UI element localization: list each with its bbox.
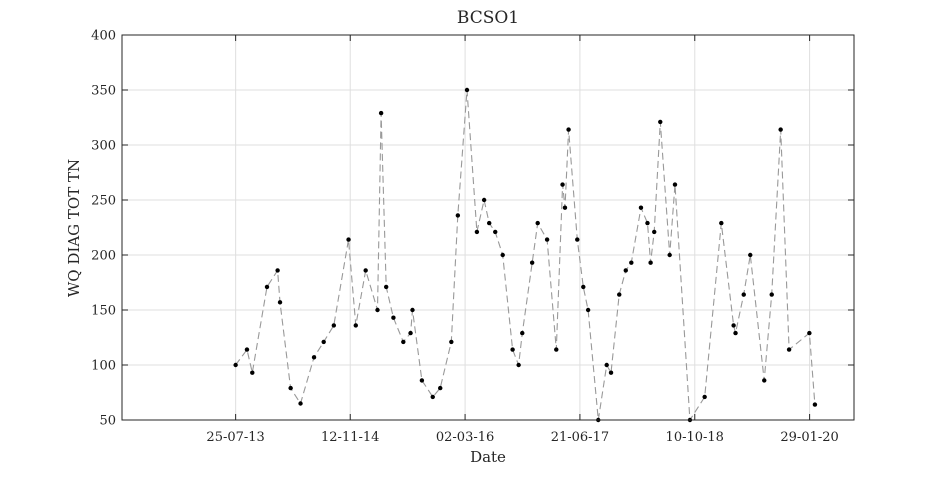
data-point — [535, 220, 540, 226]
y-axis-label: WQ DIAG TOT TN — [65, 159, 83, 297]
data-point — [733, 330, 738, 336]
x-tick-label: 10-10-18 — [666, 430, 724, 445]
data-point — [581, 284, 586, 290]
data-point — [812, 402, 818, 407]
data-point — [401, 339, 406, 345]
data-point — [455, 213, 461, 218]
y-tick-label: 100 — [91, 359, 116, 374]
data-point — [562, 205, 568, 210]
y-tick-label: 350 — [91, 84, 116, 99]
data-point — [604, 362, 609, 368]
x-axis-label: Date — [470, 448, 506, 466]
chart-title: BCSO1 — [457, 8, 519, 28]
data-point — [762, 378, 767, 383]
plot-frame — [121, 34, 855, 421]
data-point — [731, 323, 736, 328]
data-point — [275, 268, 280, 273]
data-point — [719, 220, 724, 226]
data-point — [629, 260, 634, 265]
grid-lines — [122, 34, 854, 421]
data-point — [645, 220, 650, 226]
data-point — [648, 260, 653, 265]
data-point — [807, 330, 812, 336]
data-point — [363, 268, 368, 273]
data-point — [410, 307, 415, 313]
data-point — [353, 323, 358, 328]
data-point — [786, 347, 792, 352]
y-tick-label: 250 — [91, 194, 116, 209]
data-point — [346, 237, 351, 242]
data-point — [585, 307, 591, 313]
x-tick-label: 02-03-16 — [436, 430, 494, 445]
data-point — [250, 370, 255, 375]
data-point — [529, 260, 535, 265]
data-point — [375, 307, 380, 313]
data-point — [608, 370, 614, 375]
data-point — [449, 339, 454, 345]
data-point — [667, 252, 672, 258]
x-tick-label: 29-01-20 — [780, 430, 838, 445]
data-point — [516, 362, 521, 368]
data-point — [658, 119, 663, 125]
data-point — [554, 347, 559, 352]
data-point — [244, 347, 250, 352]
data-point — [264, 284, 270, 290]
y-tick-label: 50 — [99, 414, 116, 429]
data-point — [430, 394, 435, 400]
data-point — [331, 323, 337, 328]
data-point — [321, 339, 326, 345]
data-point — [233, 362, 238, 368]
data-point — [391, 315, 396, 320]
data-point — [741, 292, 746, 297]
data-point — [277, 300, 283, 305]
series-line — [235, 89, 816, 422]
data-point — [474, 229, 480, 235]
data-point — [408, 330, 413, 336]
data-point — [520, 330, 525, 336]
data-point — [702, 394, 707, 400]
data-point — [672, 182, 678, 187]
y-tick-label: 400 — [91, 29, 116, 44]
data-point — [464, 87, 470, 93]
data-point — [575, 237, 580, 242]
data-point — [288, 385, 293, 391]
data-point — [769, 292, 774, 297]
data-point — [638, 205, 644, 210]
axes — [121, 34, 855, 421]
data-point — [378, 110, 384, 116]
x-tick-label: 21-06-17 — [551, 430, 609, 445]
y-tick-label: 150 — [91, 304, 116, 319]
data-point — [778, 127, 783, 132]
data-point — [617, 292, 622, 297]
x-tick-label: 25-07-13 — [206, 430, 264, 445]
data-point — [419, 378, 425, 383]
x-tick-label: 12-11-14 — [321, 430, 379, 445]
data-point — [560, 182, 565, 187]
data-point — [311, 355, 317, 360]
data-point — [623, 268, 628, 273]
data-point — [652, 229, 657, 235]
tick-labels: 50 100 150 200 250 300 350 400 25-07-13 12-11-14 0… — [91, 29, 839, 446]
data-series — [233, 87, 818, 423]
data-point — [493, 229, 498, 235]
data-point — [481, 197, 487, 203]
y-tick-label: 300 — [91, 139, 116, 154]
data-point — [438, 385, 443, 391]
data-point — [298, 401, 303, 406]
data-point — [383, 284, 389, 290]
data-point — [510, 347, 515, 352]
data-point — [500, 252, 505, 258]
data-point — [748, 252, 753, 258]
y-tick-label: 200 — [91, 249, 116, 264]
data-point — [487, 220, 492, 226]
data-point — [566, 127, 571, 132]
data-point — [544, 237, 550, 242]
